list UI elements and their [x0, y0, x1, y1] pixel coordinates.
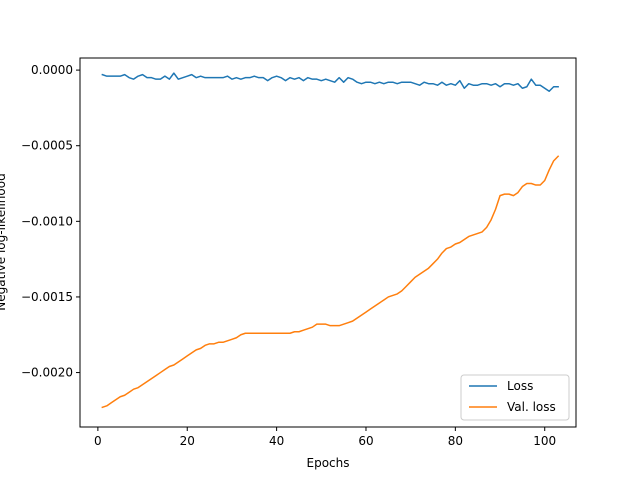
- x-tick-label: 100: [533, 434, 556, 448]
- x-tick-label: 20: [180, 434, 195, 448]
- plot-background: [80, 58, 576, 427]
- plot-frame: [79, 57, 577, 428]
- legend: Loss Val. loss: [460, 374, 570, 421]
- series-line-loss: [101, 72, 559, 93]
- y-tick-label: −0.0005: [21, 139, 73, 153]
- series-line-val-loss: [101, 155, 560, 409]
- y-tick-label: −0.0020: [21, 366, 73, 380]
- y-tick-label: 0.0000: [31, 63, 73, 77]
- x-tick-label: 80: [448, 434, 463, 448]
- legend-label-loss: Loss: [507, 379, 533, 393]
- x-axis-ticks: 0 20 40 60 80 100: [94, 427, 556, 448]
- x-tick-label: 60: [358, 434, 373, 448]
- y-axis-ticks: 0.0000 −0.0005 −0.0010 −0.0015 −0.0020: [21, 63, 80, 380]
- legend-label-val-loss: Val. loss: [507, 400, 556, 414]
- x-tick-label: 40: [269, 434, 284, 448]
- y-axis-label: Negative log-likelihood: [0, 173, 8, 310]
- y-tick-label: −0.0010: [21, 214, 73, 228]
- x-axis-label: Epochs: [307, 456, 350, 470]
- series-layer: [101, 72, 560, 409]
- y-tick-label: −0.0015: [21, 290, 73, 304]
- x-tick-label: 0: [94, 434, 102, 448]
